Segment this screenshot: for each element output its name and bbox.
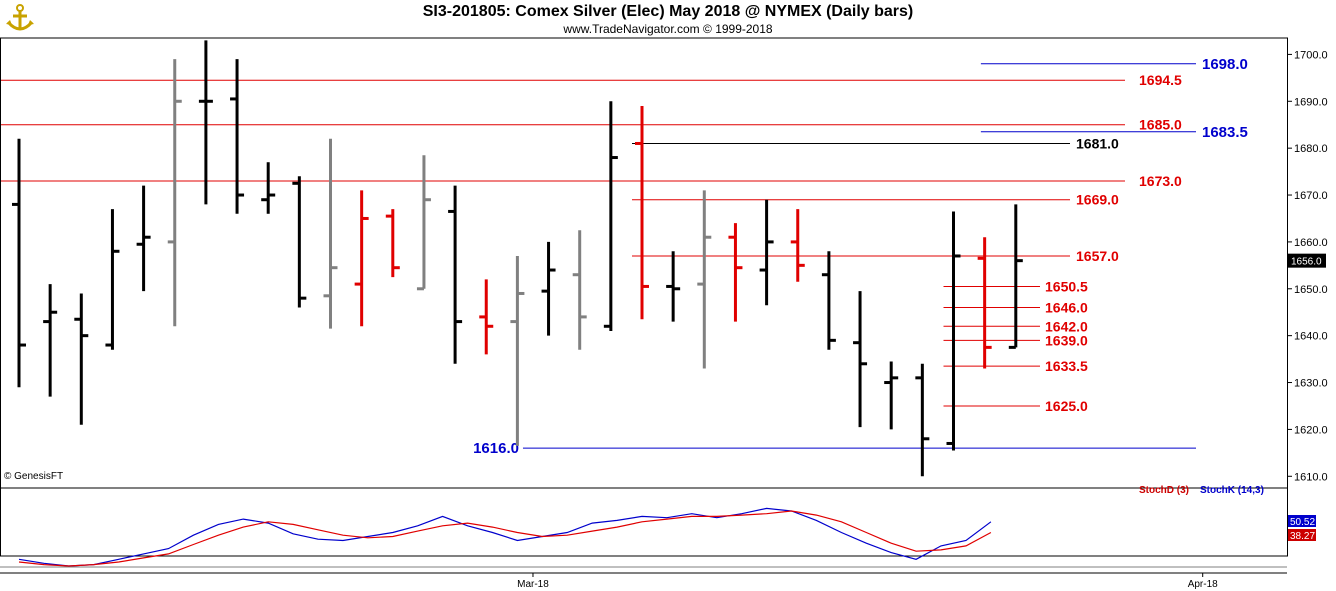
level-label: 1685.0 bbox=[1139, 117, 1182, 133]
stochk-line bbox=[18, 507, 992, 567]
x-tick-label: Mar-18 bbox=[517, 579, 549, 590]
level-label: 1669.0 bbox=[1076, 192, 1119, 208]
y-tick-label: 1620.0 bbox=[1294, 424, 1328, 436]
x-tick-label: Apr-18 bbox=[1188, 579, 1218, 590]
level-label: 1616.0 bbox=[473, 440, 519, 457]
level-label: 1681.0 bbox=[1076, 135, 1119, 151]
legend-stochd: StochD (3) bbox=[1139, 485, 1189, 496]
level-label: 1657.0 bbox=[1076, 248, 1119, 264]
level-label: 1625.0 bbox=[1045, 398, 1088, 414]
y-tick-label: 1690.0 bbox=[1294, 96, 1328, 108]
last-price-label: 1656.0 bbox=[1291, 257, 1322, 268]
level-label: 1639.0 bbox=[1045, 332, 1088, 348]
stochd-value-box bbox=[1288, 529, 1316, 541]
y-tick-label: 1680.0 bbox=[1294, 143, 1328, 155]
gold-anchor-logo-icon bbox=[4, 2, 36, 34]
level-label: 1673.0 bbox=[1139, 173, 1182, 189]
y-tick-label: 1670.0 bbox=[1294, 190, 1328, 202]
stochk-value-box bbox=[1288, 515, 1316, 527]
stochd-line bbox=[18, 510, 992, 567]
level-label: 1683.5 bbox=[1202, 124, 1248, 141]
level-label: 1650.5 bbox=[1045, 278, 1088, 294]
y-tick-label: 1610.0 bbox=[1294, 471, 1328, 483]
y-tick-label: 1660.0 bbox=[1294, 237, 1328, 249]
legend-stochk: StochK (14,3) bbox=[1200, 485, 1264, 496]
y-tick-label: 1630.0 bbox=[1294, 378, 1328, 390]
price-panel bbox=[0, 37, 1288, 489]
level-label: 1642.0 bbox=[1045, 318, 1088, 334]
chart-header: SI3-201805: Comex Silver (Elec) May 2018… bbox=[0, 0, 1336, 38]
level-label: 1633.5 bbox=[1045, 358, 1088, 374]
y-tick-label: 1640.0 bbox=[1294, 331, 1328, 343]
y-tick-label: 1700.0 bbox=[1294, 49, 1328, 61]
last-price-box bbox=[1288, 253, 1326, 268]
level-label: 1698.0 bbox=[1202, 56, 1248, 73]
y-tick-label: 1650.0 bbox=[1294, 284, 1328, 296]
level-label: 1646.0 bbox=[1045, 300, 1088, 316]
chart-subtitle: www.TradeNavigator.com © 1999-2018 bbox=[563, 22, 773, 36]
stochd-value: 38.27 bbox=[1290, 531, 1315, 542]
chart-title: SI3-201805: Comex Silver (Elec) May 2018… bbox=[422, 3, 914, 20]
copyright-label: © GenesisFT bbox=[4, 471, 63, 482]
level-label: 1694.5 bbox=[1139, 72, 1182, 88]
stochk-value: 50.52 bbox=[1290, 517, 1315, 528]
